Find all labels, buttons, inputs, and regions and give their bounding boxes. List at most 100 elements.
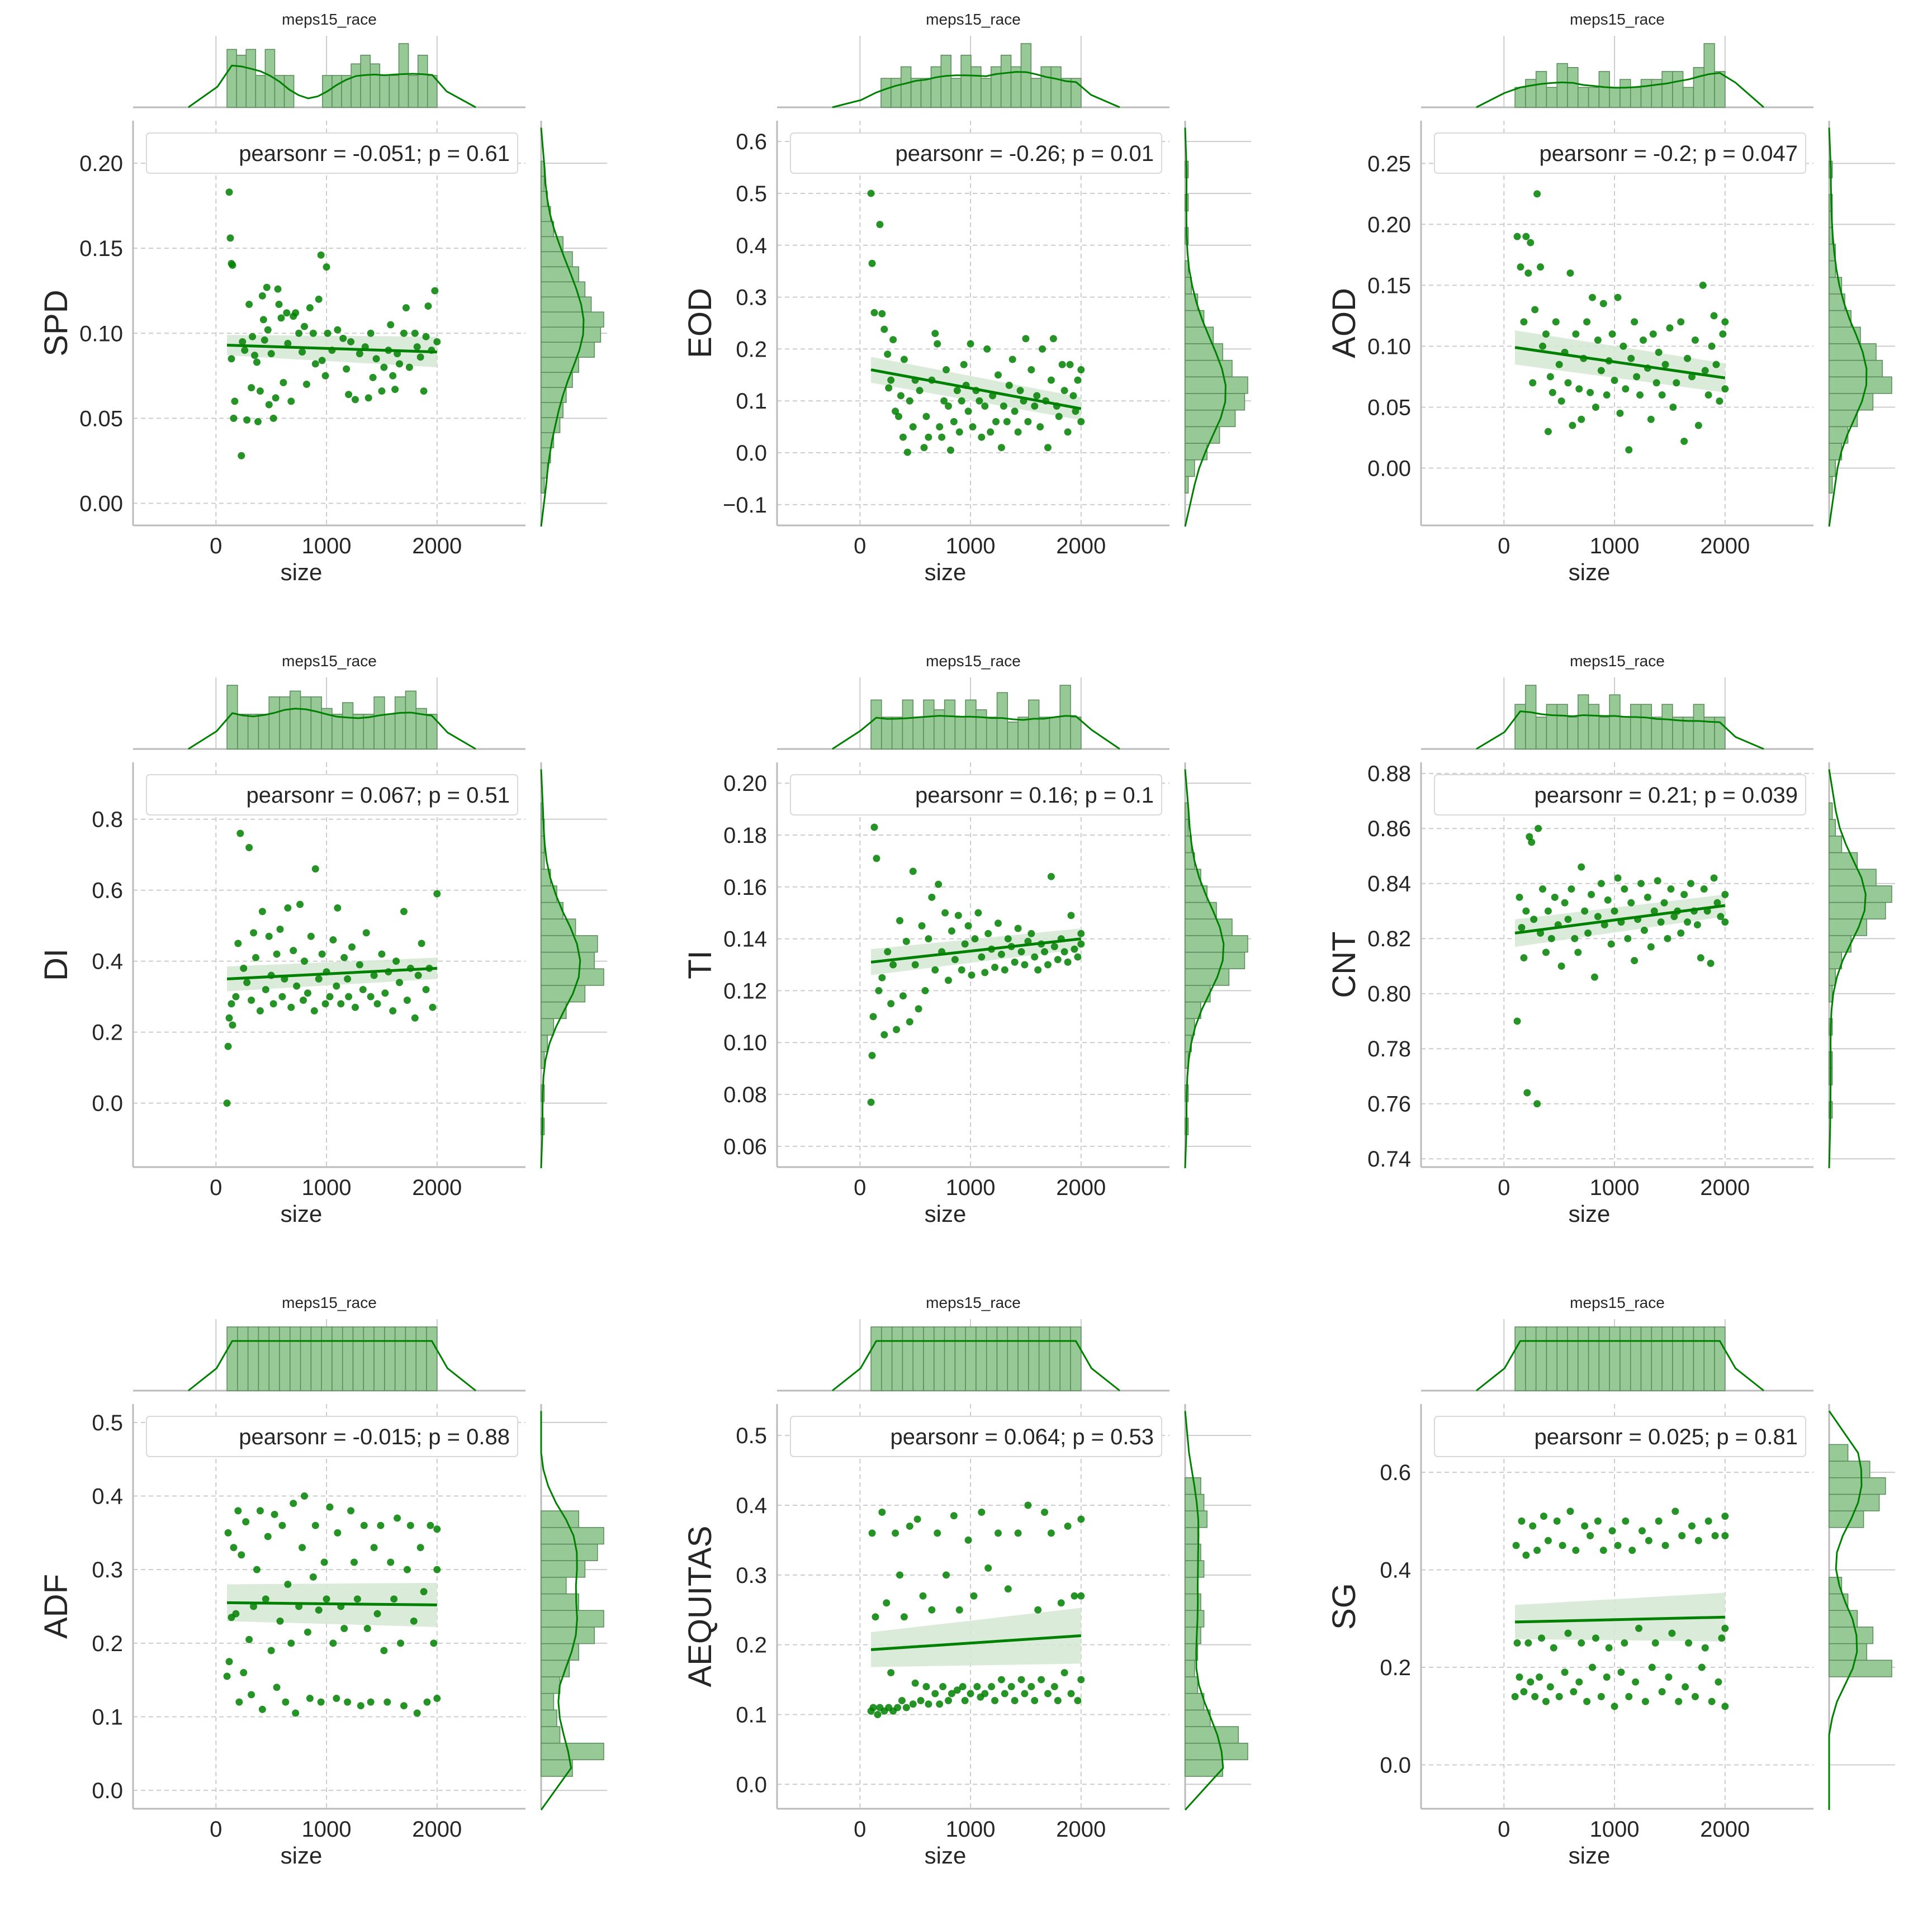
scatter-point: [292, 309, 300, 317]
marginal-y-bar: [541, 1543, 598, 1561]
marginal-x-bar: [332, 1326, 343, 1391]
scatter-point: [253, 1566, 261, 1573]
scatter-point: [1077, 366, 1085, 374]
scatter-point: [880, 325, 888, 333]
scatter-point: [1635, 1624, 1643, 1632]
scatter-point: [1637, 880, 1645, 888]
scatter-point: [1660, 899, 1668, 907]
scatter-point: [991, 964, 999, 971]
marginal-x-bar: [321, 1326, 333, 1391]
chart-panel-di: meps15_race 0 1000 2000 0.0 0.2 0.4 0.6 0.8 size D…: [0, 642, 644, 1283]
regression-line: [870, 1634, 1081, 1651]
scatter-point: [878, 1508, 886, 1516]
x-tick-label: 0: [854, 534, 866, 558]
scatter-point: [1707, 960, 1715, 968]
scatter-point: [356, 350, 363, 358]
marginal-x-bar: [1672, 1326, 1684, 1391]
scatter-point: [887, 1669, 895, 1677]
scatter-point: [252, 954, 259, 961]
scatter-point: [306, 304, 314, 312]
scatter-point: [1622, 385, 1630, 393]
scatter-point: [413, 343, 421, 351]
y-tick-label: 0.5: [736, 1424, 767, 1448]
scatter-point: [304, 1628, 311, 1636]
scatter-point: [896, 1571, 903, 1579]
scatter-point: [377, 1521, 385, 1529]
y-tick-label: 0.14: [723, 927, 767, 952]
scatter-point: [1054, 1697, 1062, 1705]
scatter-point: [232, 993, 240, 1001]
scatter-point: [1536, 1673, 1543, 1681]
scatter-point: [1614, 1542, 1622, 1549]
scatter-point: [267, 1647, 275, 1654]
marginal-x-bar: [352, 1326, 364, 1391]
marginal-x-bar: [1620, 79, 1631, 108]
marginal-x-bar: [1060, 78, 1072, 108]
marginal-x-bar: [881, 717, 893, 750]
scatter-point: [1004, 1585, 1012, 1593]
scatter-point: [400, 329, 408, 337]
scatter-point: [1513, 1639, 1521, 1647]
scatter-point: [1014, 924, 1022, 932]
scatter-point: [1711, 1532, 1719, 1540]
scatter-point: [362, 929, 370, 937]
scatter-point: [402, 304, 410, 312]
marginal-x-bar: [1588, 1326, 1600, 1391]
scatter-point: [347, 1507, 355, 1515]
scatter-point: [367, 329, 375, 337]
scatter-point: [1528, 838, 1536, 846]
marginal-x-bar: [332, 75, 342, 108]
scatter-point: [290, 947, 297, 955]
scatter-point: [1600, 921, 1608, 929]
scatter-point: [1568, 885, 1575, 893]
scatter-point: [269, 414, 277, 422]
marginal-y-bar: [1185, 1577, 1199, 1595]
marginal-x-bar: [290, 690, 301, 750]
x-tick-label: 1000: [302, 1817, 352, 1842]
scatter-point: [872, 1613, 879, 1621]
scatter-point: [1594, 336, 1602, 344]
chart-title: meps15_race: [282, 1294, 377, 1311]
marginal-x-bar: [268, 1326, 280, 1391]
marginal-x-bar: [986, 1326, 998, 1391]
scatter-point: [1675, 1698, 1683, 1705]
scatter-point: [1522, 233, 1530, 240]
y-tick-label: 0.8: [92, 808, 123, 832]
marginal-y-bar: [1185, 1001, 1201, 1020]
chart-panel-aod: meps15_race 0 1000 2000 0.00 0.05 0.10 0.15 0.20…: [1288, 0, 1932, 642]
scatter-point: [1535, 824, 1542, 832]
scatter-point: [981, 1690, 989, 1698]
x-tick-label: 0: [210, 1817, 222, 1842]
x-tick-label: 0: [1498, 1175, 1510, 1200]
y-tick-label: 0.20: [1367, 212, 1411, 237]
scatter-point: [284, 1581, 292, 1589]
scatter-point: [317, 1698, 325, 1706]
scatter-point: [994, 371, 1002, 379]
scatter-point: [1038, 1676, 1045, 1684]
scatter-point: [1557, 397, 1565, 405]
marginal-x-bar: [342, 1326, 354, 1391]
scatter-point: [340, 954, 348, 961]
scatter-point: [1717, 913, 1725, 921]
marginal-y-bar: [541, 1035, 548, 1052]
y-tick-label: 0.05: [1367, 395, 1411, 420]
scatter-point: [1605, 1644, 1613, 1652]
scatter-point: [239, 338, 247, 345]
marginal-x-bar: [1640, 1326, 1652, 1391]
scatter-point: [427, 1521, 434, 1529]
marginal-y-bar: [541, 1510, 579, 1528]
pearson-annotation: pearsonr = 0.21; p = 0.039: [1535, 783, 1798, 808]
scatter-point: [1638, 1527, 1646, 1535]
scatter-point: [1708, 1698, 1716, 1705]
scatter-point: [869, 1704, 877, 1711]
y-axis-label: DI: [38, 949, 74, 981]
marginal-x-bar: [245, 49, 257, 108]
scatter-point: [1071, 945, 1078, 953]
scatter-point: [433, 1566, 441, 1573]
marginal-x-bar: [363, 714, 375, 750]
x-axis-label: size: [281, 1201, 323, 1227]
marginal-x-bar: [1567, 1326, 1579, 1391]
marginal-y-bar: [1185, 459, 1195, 477]
marginal-y-bar: [541, 477, 545, 494]
scatter-point: [299, 1544, 306, 1552]
